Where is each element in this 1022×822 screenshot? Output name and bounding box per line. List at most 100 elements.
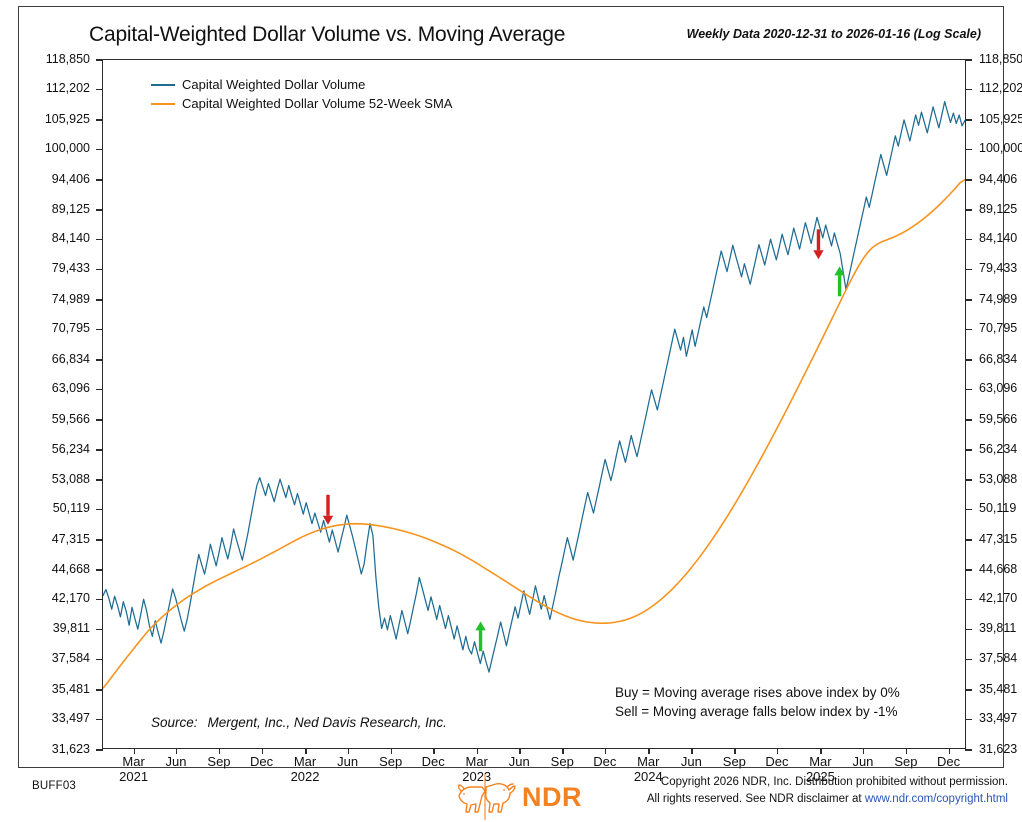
y-axis-tick-mark-left	[96, 299, 103, 301]
legend-label-series-0: Capital Weighted Dollar Volume	[182, 77, 366, 92]
legend-swatch-series-1	[151, 102, 175, 105]
x-axis-tick-label: Sep	[894, 754, 918, 769]
x-axis-tick-label: Sep	[550, 754, 574, 769]
plot-area[interactable]: Capital Weighted Dollar Volume Capital W…	[102, 59, 966, 749]
y-axis-tick-label-left: 53,088	[51, 471, 90, 486]
y-axis-tick-label-right: 89,125	[979, 201, 1018, 216]
x-axis-tick-mark	[604, 748, 607, 754]
y-axis-tick-mark-right	[965, 238, 972, 241]
copyright-block: Copyright 2026 NDR, Inc. Distribution pr…	[647, 774, 1008, 807]
y-axis-tick-label-left: 37,584	[51, 651, 90, 666]
source-label: Source:	[151, 715, 198, 730]
y-axis-tick-mark-right	[965, 479, 972, 481]
y-axis-tick-mark-right	[965, 419, 972, 421]
y-axis-tick-label-right: 50,119	[979, 501, 1017, 516]
chart-subtitle: Weekly Data 2020-12-31 to 2026-01-16 (Lo…	[686, 27, 981, 41]
y-axis-tick-label-left: 35,481	[51, 681, 90, 696]
x-axis-tick-label: Dec	[250, 754, 274, 769]
buy-rule-text: Buy = Moving average rises above index b…	[615, 684, 900, 700]
x-axis-year-label: 2021	[119, 769, 149, 784]
x-axis-tick-mark	[691, 748, 693, 754]
x-axis-tick-mark	[175, 748, 178, 754]
x-axis-tick-mark	[261, 748, 264, 754]
x-axis-tick-label: Jun	[337, 754, 359, 769]
y-axis-tick-label-left: 70,795	[51, 321, 90, 336]
bull-bear-icon	[457, 774, 516, 820]
legend-item-0[interactable]: Capital Weighted Dollar Volume	[151, 76, 452, 93]
y-axis-tick-mark-right	[965, 388, 972, 391]
buy-signal-arrow	[475, 621, 486, 651]
y-axis-tick-label-left: 44,668	[51, 561, 90, 576]
y-axis-tick-label-left: 63,096	[51, 381, 90, 396]
y-axis-tick-mark-right	[965, 689, 972, 691]
legend-item-1[interactable]: Capital Weighted Dollar Volume 52-Week S…	[151, 95, 452, 112]
x-axis-tick-mark	[218, 748, 221, 754]
y-axis-tick-label-right: 56,234	[979, 441, 1018, 456]
y-axis-tick-mark-right	[965, 658, 972, 661]
y-axis-tick-mark-left	[96, 88, 103, 91]
y-axis-tick-mark-right	[965, 328, 972, 331]
y-axis-tick-mark-left	[96, 689, 103, 691]
y-axis-tick-label-left: 47,315	[51, 531, 90, 546]
x-axis-tick-mark	[776, 748, 779, 754]
x-axis-tick-mark	[905, 748, 908, 754]
y-axis-tick-label-right: 63,096	[979, 381, 1018, 396]
chart-legend: Capital Weighted Dollar Volume Capital W…	[151, 76, 452, 114]
y-axis-tick-mark-right	[965, 718, 972, 721]
x-axis-tick-label: Dec	[593, 754, 617, 769]
y-axis-tick-mark-left	[96, 508, 103, 511]
y-axis-tick-label-right: 66,834	[979, 351, 1018, 366]
y-axis-tick-label-right: 42,170	[979, 591, 1018, 606]
y-axis-tick-mark-left	[96, 238, 103, 241]
x-axis-tick-mark	[862, 748, 865, 754]
y-axis-tick-label-left: 59,566	[51, 411, 90, 426]
chart-frame: Capital-Weighted Dollar Volume vs. Movin…	[18, 6, 1022, 783]
y-axis-tick-mark-right	[965, 449, 972, 451]
y-axis-tick-label-left: 112,202	[45, 81, 90, 96]
x-axis-tick-mark	[519, 748, 521, 754]
y-axis-tick-mark-right	[965, 268, 972, 271]
y-axis-tick-label-left: 33,497	[51, 711, 90, 726]
x-axis-tick-mark	[562, 748, 564, 754]
x-axis-tick-label: Jun	[165, 754, 187, 769]
y-axis-tick-mark-left	[96, 749, 103, 751]
x-axis-tick-mark	[305, 748, 307, 754]
y-axis-tick-mark-right	[965, 179, 972, 181]
signal-rules-note: Buy = Moving average rises above index b…	[615, 683, 900, 722]
x-axis-tick-label: Jun	[508, 754, 530, 769]
y-axis-tick-mark-right	[965, 628, 972, 631]
arrow-head	[834, 266, 845, 276]
y-axis-tick-label-left: 74,989	[51, 291, 90, 306]
y-axis-tick-label-right: 112,202	[979, 81, 1022, 96]
x-axis-tick-label: Dec	[421, 754, 445, 769]
y-axis-tick-mark-right	[965, 539, 972, 541]
y-axis-tick-label-left: 66,834	[51, 351, 90, 366]
buy-signal-arrow	[834, 266, 845, 296]
y-axis-tick-mark-left	[96, 539, 103, 541]
y-axis-tick-mark-left	[96, 569, 103, 571]
y-axis-tick-mark-right	[965, 749, 972, 751]
y-axis-tick-mark-right	[965, 148, 972, 151]
y-axis-tick-label-right: 47,315	[979, 531, 1018, 546]
arrow-head	[475, 621, 486, 631]
x-axis-tick-mark	[948, 748, 951, 754]
y-axis-tick-mark-left	[96, 268, 103, 271]
y-axis-tick-mark-left	[96, 419, 103, 421]
x-axis-tick-label: Dec	[936, 754, 961, 769]
y-axis-tick-label-right: 74,989	[979, 291, 1018, 306]
copyright-link[interactable]: www.ndr.com/copyright.html	[864, 792, 1008, 805]
y-axis-tick-label-left: 100,000	[44, 141, 90, 156]
y-axis-tick-label-right: 118,850	[979, 51, 1022, 66]
ndr-wordmark: NDR	[522, 781, 582, 812]
y-axis-tick-mark-left	[96, 628, 103, 631]
y-axis-tick-mark-right	[965, 209, 972, 211]
y-axis-tick-label-left: 31,623	[51, 741, 90, 756]
arrow-head	[813, 250, 824, 260]
copyright-line-1: Copyright 2026 NDR, Inc. Distribution pr…	[660, 776, 1008, 788]
y-axis-tick-label-right: 37,584	[979, 651, 1018, 666]
x-axis-tick-label: Jun	[852, 754, 874, 769]
sell-signal-arrow	[813, 229, 824, 260]
y-axis-tick-label-right: 105,925	[979, 111, 1022, 126]
y-axis-tick-mark-right	[965, 569, 972, 571]
y-axis-tick-mark-left	[96, 388, 103, 391]
